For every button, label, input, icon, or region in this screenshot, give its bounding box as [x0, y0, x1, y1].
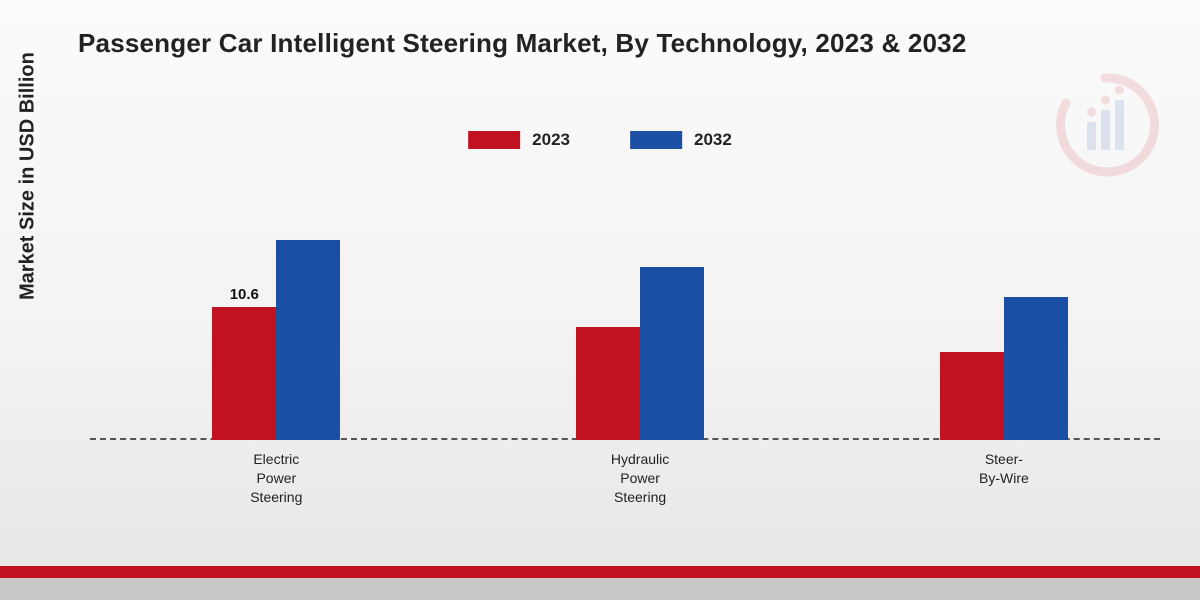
- bar-wrap: [276, 240, 340, 440]
- y-axis-label: Market Size in USD Billion: [17, 52, 40, 300]
- chart-page: Passenger Car Intelligent Steering Marke…: [0, 0, 1200, 600]
- bar-wrap: [940, 352, 1004, 440]
- legend-swatch-2023: [468, 131, 520, 149]
- plot-area: 10.6Electric Power Steering Hydraulic Pow…: [90, 190, 1160, 440]
- bar: [940, 352, 1004, 440]
- bar-group: Hydraulic Power Steering: [550, 267, 730, 440]
- category-label: Hydraulic Power Steering: [611, 450, 669, 507]
- bar-group: 10.6Electric Power Steering: [186, 240, 366, 440]
- category-label: Steer- By-Wire: [979, 450, 1029, 488]
- bar: [212, 307, 276, 440]
- bar: [576, 327, 640, 440]
- legend-item-2023: 2023: [468, 130, 570, 150]
- legend-label-2032: 2032: [694, 130, 732, 150]
- watermark-logo: [1050, 70, 1160, 185]
- bar-value-label: 10.6: [212, 286, 276, 303]
- bar-wrap: [576, 327, 640, 440]
- bar-group: Steer- By-Wire: [914, 297, 1094, 440]
- category-label: Electric Power Steering: [250, 450, 302, 507]
- chart-legend: 2023 2032: [468, 130, 732, 150]
- footer-stripe-grey: [0, 578, 1200, 600]
- bar: [640, 267, 704, 440]
- bar-wrap: [640, 267, 704, 440]
- chart-title: Passenger Car Intelligent Steering Marke…: [78, 28, 966, 59]
- bar-wrap: [1004, 297, 1068, 440]
- bar-wrap: 10.6: [212, 307, 276, 440]
- legend-label-2023: 2023: [532, 130, 570, 150]
- legend-item-2032: 2032: [630, 130, 732, 150]
- legend-swatch-2032: [630, 131, 682, 149]
- bar: [276, 240, 340, 440]
- footer-stripe-red: [0, 566, 1200, 578]
- bar: [1004, 297, 1068, 440]
